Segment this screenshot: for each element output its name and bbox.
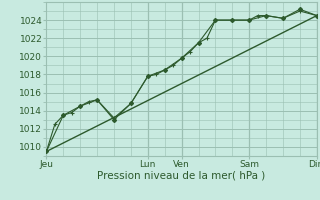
- X-axis label: Pression niveau de la mer( hPa ): Pression niveau de la mer( hPa ): [98, 171, 266, 181]
